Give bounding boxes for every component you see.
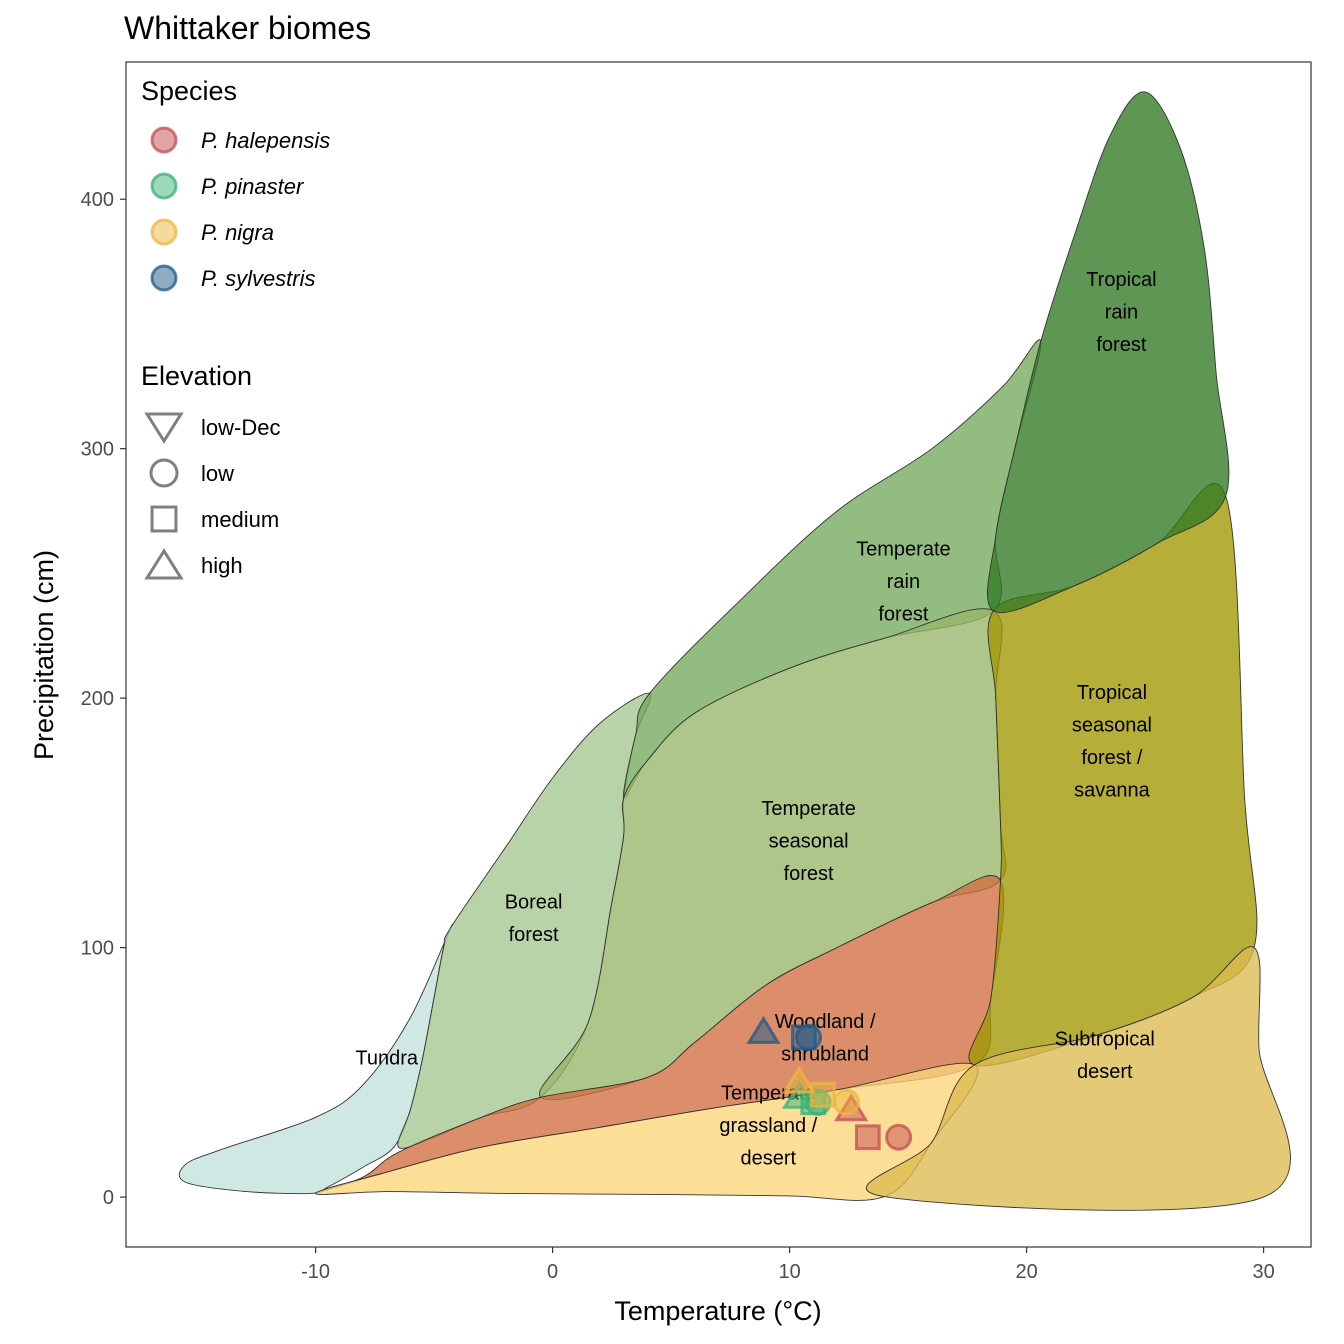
biome-label-tropical-seasonal-forest-savanna-line-2: forest /: [1081, 747, 1143, 769]
legend-key-p-nigra: [150, 218, 178, 246]
legend-label-p-sylvestris: P. sylvestris: [201, 266, 316, 291]
legend-species-items: P. halepensis P. pinaster P. nigra P. sylve…: [150, 126, 330, 292]
legend-key-elevation-low: [149, 458, 179, 488]
legend-label-elevation-low-dec: low-Dec: [201, 415, 280, 440]
biome-label-temperate-grassland-desert-line-1: grassland /: [719, 1115, 817, 1137]
point-p-nigra-medium: [809, 1081, 836, 1108]
legend-label-elevation-medium: medium: [201, 507, 279, 532]
y-axis: 0 100 200 300 400: [81, 189, 126, 1209]
legend-label-p-halepensis: P. halepensis: [201, 128, 330, 153]
biome-label-subtropical-desert-line-1: desert: [1077, 1061, 1133, 1083]
legend-label-p-pinaster: P. pinaster: [201, 174, 305, 199]
biome-label-tropical-rain-forest-line-0: Tropical: [1086, 269, 1156, 291]
y-axis-title: Precipitation (cm): [29, 550, 59, 760]
legend-key-p-pinaster: [150, 172, 178, 200]
biome-label-temperate-seasonal-forest-line-2: forest: [784, 863, 834, 885]
biome-region-subtropical-desert: [865, 946, 1291, 1211]
legend-key-p-halepensis: [150, 126, 178, 154]
biome-label-tundra-line-0: Tundra: [355, 1047, 419, 1069]
point-p-nigra-high: [781, 1065, 817, 1094]
x-tick-label-0: -10: [301, 1261, 330, 1283]
biome-label-tropical-seasonal-forest-savanna-line-0: Tropical: [1077, 682, 1147, 704]
biome-region-tropical-rain-forest: [987, 91, 1230, 613]
x-tick-label-1: 0: [547, 1261, 558, 1283]
legend-label-elevation-high: high: [201, 553, 243, 578]
y-tick-label-0: 0: [103, 1187, 114, 1209]
biome-label-tropical-seasonal-forest-savanna-line-1: seasonal: [1072, 714, 1152, 736]
x-tick-label-2: 10: [778, 1261, 800, 1283]
species-points: [746, 1015, 913, 1151]
biome-label-subtropical-desert-line-0: Subtropical: [1055, 1029, 1155, 1051]
legend-key-p-sylvestris: [150, 264, 178, 292]
legend: Species P. halepensis P. pinaster P. nigra…: [141, 76, 330, 580]
x-axis-title: Temperature (°C): [614, 1296, 821, 1326]
biome-label-tropical-seasonal-forest-savanna-line-3: savanna: [1074, 779, 1150, 801]
x-tick-label-4: 30: [1252, 1261, 1274, 1283]
biome-label-temperate-seasonal-forest-line-1: seasonal: [769, 830, 849, 852]
legend-label-p-nigra: P. nigra: [201, 220, 274, 245]
point-p-pinaster-high: [781, 1080, 817, 1109]
point-p-halepensis-low: [885, 1123, 913, 1151]
biome-label-tropical-rain-forest-line-2: forest: [1096, 334, 1146, 356]
legend-key-elevation-high: [144, 548, 184, 580]
legend-title-species: Species: [141, 76, 237, 106]
biome-region-tundra: [178, 923, 453, 1195]
legend-key-elevation-low-dec: [144, 412, 184, 444]
point-p-sylvestris-high: [746, 1015, 781, 1044]
biome-label-temperate-grassland-desert-line-2: desert: [741, 1147, 797, 1169]
legend-title-elevation: Elevation: [141, 361, 252, 391]
legend-key-elevation-medium: [150, 505, 178, 533]
legend-label-elevation-low: low: [201, 461, 234, 486]
point-p-halepensis-medium: [854, 1124, 881, 1151]
chart-title: Whittaker biomes: [124, 10, 371, 46]
y-tick-label-3: 300: [81, 439, 114, 461]
biome-label-boreal-forest-line-0: Boreal: [505, 891, 563, 913]
point-p-sylvestris-medium: [790, 1024, 817, 1051]
biome-labels: Tundra Boreal forest Temperate rain forest Tem…: [355, 269, 1156, 1169]
x-tick-label-3: 20: [1015, 1261, 1037, 1283]
legend-elevation-items: low-Dec low medium high: [144, 412, 280, 580]
y-tick-label-2: 200: [81, 688, 114, 710]
biome-label-temperate-seasonal-forest-line-0: Temperate: [761, 798, 856, 820]
biome-label-temperate-rain-forest-line-2: forest: [878, 603, 928, 625]
point-p-nigra-low: [832, 1088, 860, 1116]
biome-label-woodland-shrubland-line-0: Woodland /: [775, 1011, 876, 1033]
plot-border: [125, 61, 1312, 1248]
biome-label-boreal-forest-line-1: forest: [509, 924, 559, 946]
biome-label-tropical-rain-forest-line-1: rain: [1105, 302, 1138, 324]
biome-label-temperate-rain-forest-line-0: Temperate: [856, 538, 951, 560]
y-tick-label-4: 400: [81, 189, 114, 211]
y-tick-label-1: 100: [81, 938, 114, 960]
biome-regions: [178, 91, 1291, 1211]
biome-label-temperate-rain-forest-line-1: rain: [887, 571, 920, 593]
x-axis: -10 0 10 20 30: [301, 1247, 1275, 1283]
